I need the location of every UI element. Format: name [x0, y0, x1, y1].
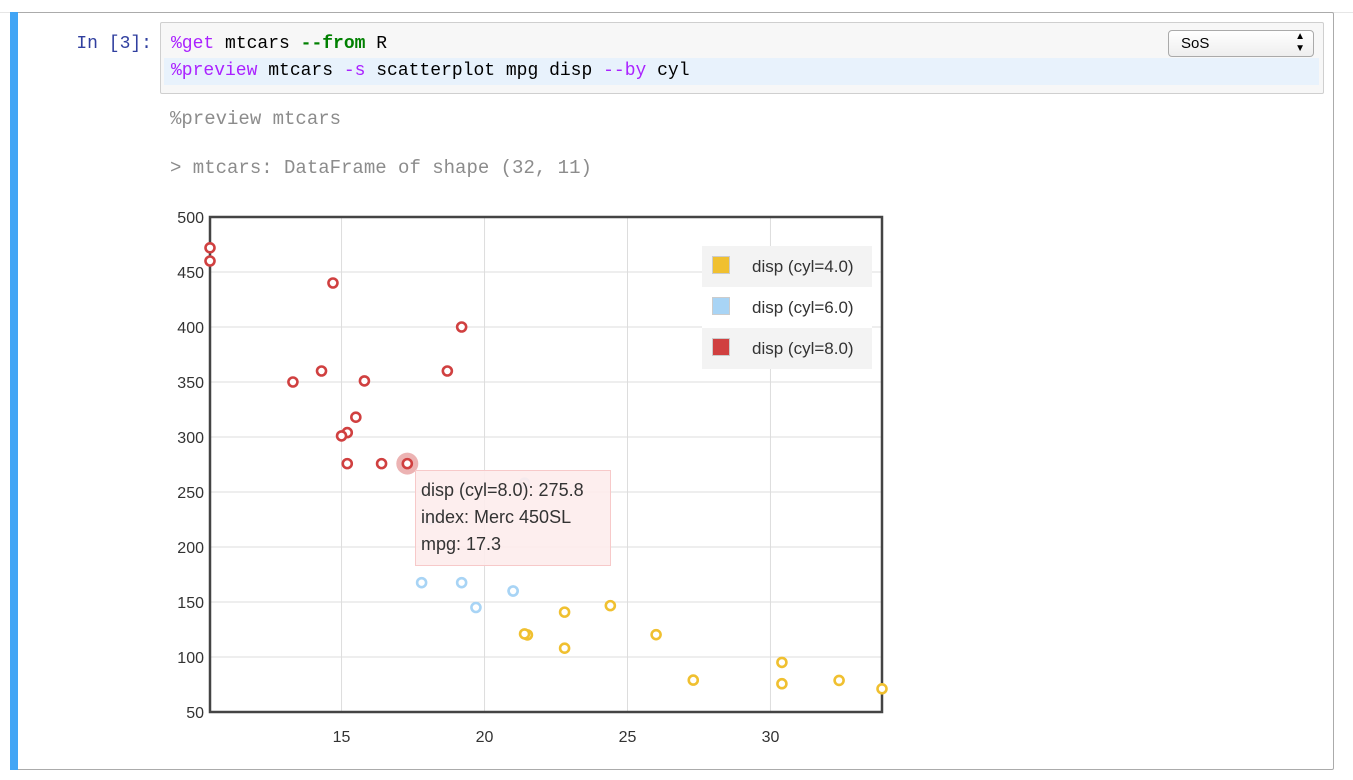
data-point	[335, 430, 348, 442]
output-preview-command: %preview mtcars	[170, 108, 342, 130]
code-editor[interactable]: %get mtcars --from R %preview mtcars -s …	[160, 22, 1324, 94]
legend-label: disp (cyl=8.0)	[752, 339, 854, 358]
data-point	[833, 674, 845, 687]
data-point	[650, 628, 662, 641]
code-line-1[interactable]: %get mtcars --from R	[171, 31, 387, 58]
y-tick-label: 100	[177, 650, 204, 667]
x-tick-label: 25	[619, 729, 637, 746]
y-tick-label: 300	[177, 430, 204, 447]
legend-swatch	[712, 256, 730, 274]
y-tick-label: 150	[177, 595, 204, 612]
select-arrows-icon: ▲ ▼	[1295, 31, 1305, 54]
y-tick-label: 350	[177, 375, 204, 392]
data-point	[287, 376, 299, 388]
data-point	[415, 576, 428, 589]
data-point	[518, 628, 531, 640]
data-point	[455, 576, 468, 589]
x-tick-label: 15	[333, 729, 351, 746]
tooltip-series-value: disp (cyl=8.0): 275.8	[421, 480, 584, 500]
data-point	[341, 457, 354, 470]
legend-label: disp (cyl=4.0)	[752, 257, 854, 276]
data-point	[327, 277, 339, 289]
data-point	[470, 601, 482, 614]
y-tick-label: 500	[177, 210, 204, 227]
legend-swatch	[712, 297, 730, 315]
input-prompt: In [3]:	[76, 34, 152, 54]
code-flag: --from	[300, 34, 366, 54]
data-point	[401, 457, 414, 470]
legend-item[interactable]: disp (cyl=6.0)	[702, 287, 872, 328]
tooltip-index: index: Merc 450SL	[421, 507, 572, 527]
data-point	[350, 411, 362, 424]
data-point	[558, 642, 571, 655]
legend-item[interactable]: disp (cyl=4.0)	[702, 246, 872, 287]
kernel-select-value: SoS	[1181, 35, 1210, 52]
data-point	[315, 365, 328, 377]
y-tick-label: 450	[177, 265, 204, 282]
x-tick-label: 30	[762, 729, 780, 746]
legend-label: disp (cyl=6.0)	[752, 298, 854, 317]
data-point	[441, 365, 454, 377]
code-flag: --by	[603, 61, 647, 81]
data-point	[776, 656, 788, 669]
code-text: mtcars	[257, 61, 344, 81]
output-dataframe-info: > mtcars: DataFrame of shape (32, 11)	[170, 157, 592, 179]
magic-command: %preview	[171, 61, 258, 81]
data-point	[455, 321, 468, 333]
code-line-2[interactable]: %preview mtcars -s scatterplot mpg disp …	[164, 58, 1319, 85]
y-tick-label: 50	[186, 705, 204, 722]
code-flag: -s	[343, 61, 366, 81]
data-point	[558, 606, 571, 618]
y-tick-label: 400	[177, 320, 204, 337]
data-point	[358, 375, 371, 387]
data-point	[776, 677, 788, 690]
data-point	[204, 242, 216, 254]
data-point	[204, 255, 216, 267]
data-point	[687, 674, 700, 686]
data-point	[876, 682, 888, 695]
code-text: mtcars	[214, 34, 301, 54]
legend-item[interactable]: disp (cyl=8.0)	[702, 328, 872, 369]
data-point	[507, 585, 519, 597]
y-tick-label: 200	[177, 540, 204, 557]
chart-tooltip: disp (cyl=8.0): 275.8 index: Merc 450SL …	[415, 470, 611, 566]
code-text: R	[365, 34, 388, 54]
tooltip-x-value: mpg: 17.3	[421, 534, 502, 554]
kernel-select[interactable]: SoS ▲ ▼	[1168, 30, 1314, 57]
code-text: cyl	[646, 61, 690, 81]
legend-swatch	[712, 338, 730, 356]
x-tick-label: 20	[476, 729, 494, 746]
magic-command: %get	[171, 34, 215, 54]
data-point	[604, 599, 617, 612]
chart-legend: disp (cyl=4.0) disp (cyl=6.0) disp (cyl=8.…	[702, 246, 872, 369]
notebook-cell[interactable]	[10, 12, 1334, 770]
y-tick-label: 250	[177, 485, 204, 502]
cell-selected-indicator	[10, 12, 18, 770]
plot-frame	[208, 215, 884, 714]
data-point	[375, 457, 388, 470]
code-text: scatterplot mpg disp	[365, 61, 604, 81]
